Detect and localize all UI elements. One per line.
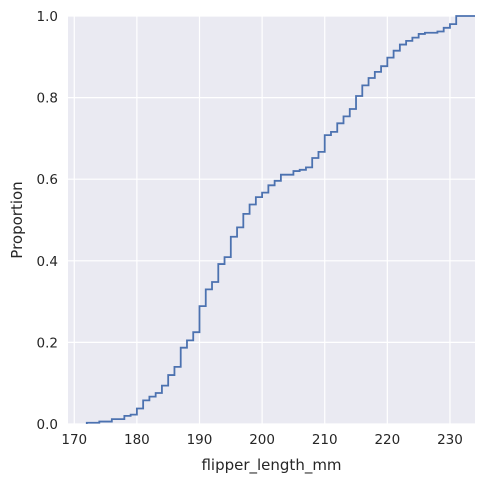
ecdf-step-line [85,15,475,424]
x-tick-label: 170 [61,432,87,448]
x-tick-label: 230 [437,432,463,448]
plot-background [68,16,475,424]
y-axis-label: Proportion [8,181,26,258]
grid-lines [68,15,475,425]
x-axis-label: flipper_length_mm [201,456,341,475]
x-tick-label: 210 [312,432,338,448]
y-tick-label: 0.6 [37,172,58,188]
y-tick-label: 0.0 [37,417,58,433]
x-tick-label: 190 [187,432,213,448]
y-tick-label: 0.2 [37,335,58,351]
y-tick-label: 1.0 [37,9,58,25]
x-tick-label: 220 [374,432,400,448]
y-tick-label: 0.4 [37,254,58,270]
x-tick-label: 200 [249,432,275,448]
y-tick-label: 0.8 [37,91,58,107]
x-tick-labels: 170 180 190 200 210 220 230 [61,432,462,448]
x-tick-label: 180 [124,432,150,448]
y-tick-labels: 0.0 0.2 0.4 0.6 0.8 1.0 [37,9,58,433]
